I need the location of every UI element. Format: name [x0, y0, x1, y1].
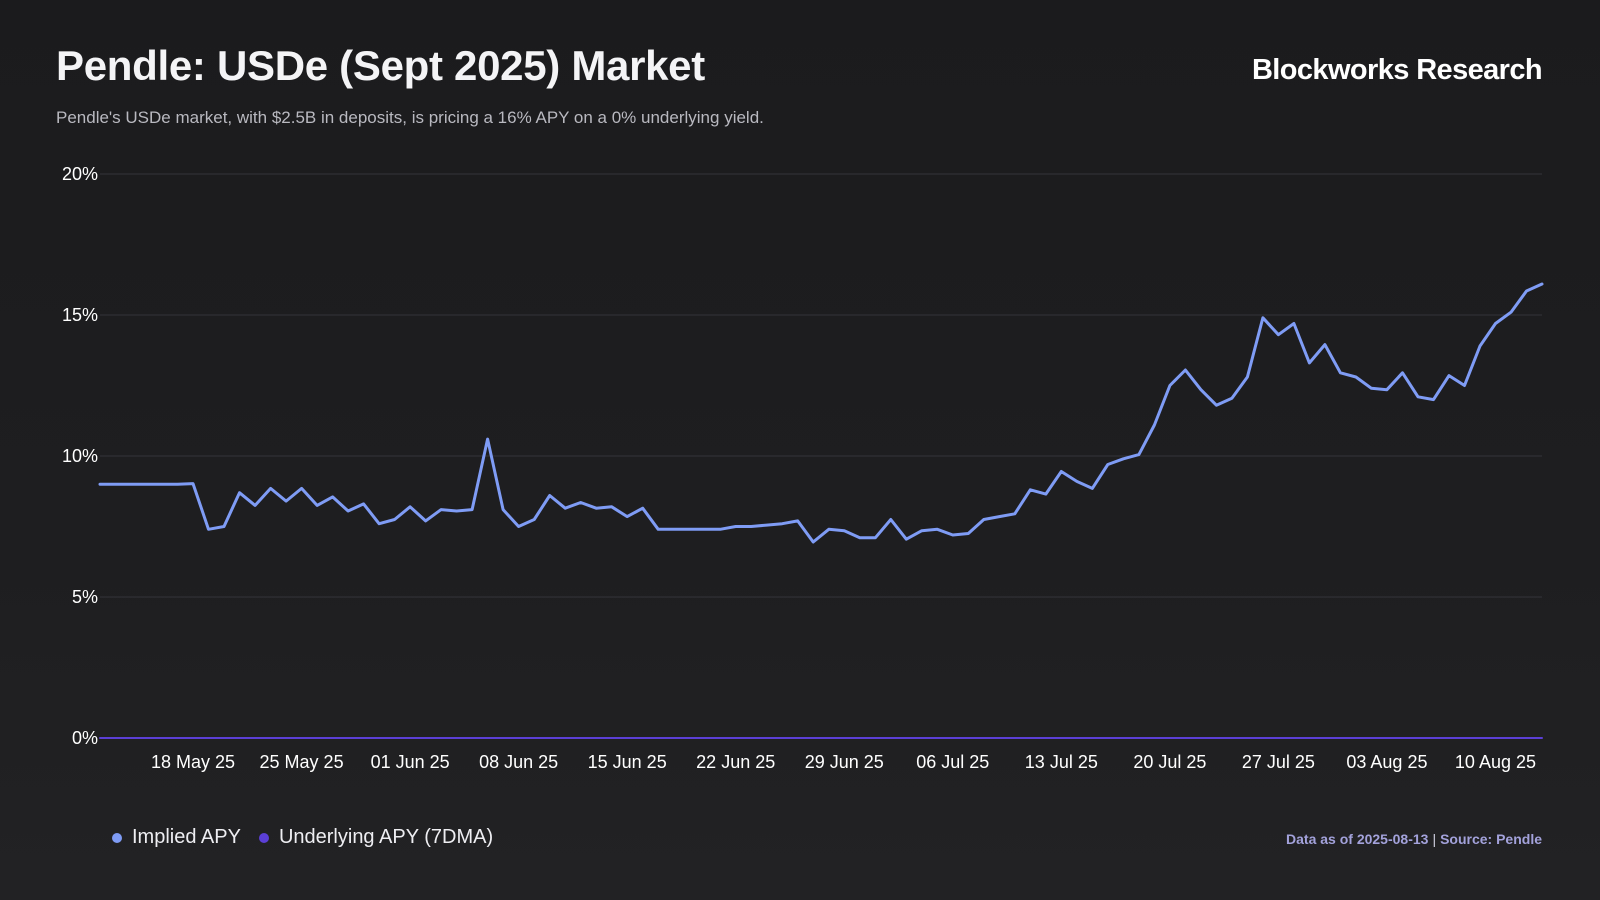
x-tick-label: 01 Jun 25 [371, 752, 450, 772]
legend-dot-icon [112, 832, 122, 843]
x-tick-label: 18 May 25 [151, 752, 235, 772]
legend-item-implied-apy[interactable]: Implied APY [112, 826, 241, 849]
y-tick-label: 20% [62, 164, 98, 184]
legend: Implied APY Underlying APY (7DMA) [112, 826, 511, 849]
series-line-implied-apy [98, 282, 1544, 544]
legend-dot-icon [258, 832, 269, 843]
legend-label: Implied APY [132, 826, 241, 848]
legend-label: Underlying APY (7DMA) [278, 826, 494, 848]
x-tick-label: 15 Jun 25 [588, 752, 667, 772]
chart-title: Pendle: USDe (Sept 2025) Market [56, 42, 705, 89]
source-note: Data as of 2025-08-13 | Source: Pendle [1286, 831, 1542, 847]
y-tick-label: 5% [72, 587, 98, 607]
x-tick-label: 13 Jul 25 [1025, 752, 1098, 772]
x-axis-ticks: 18 May 25 25 May 25 01 Jun 25 08 Jun 25 15 J… [151, 752, 1536, 772]
y-tick-label: 15% [62, 305, 98, 325]
x-tick-label: 25 May 25 [260, 752, 344, 772]
series-lines [98, 282, 1544, 739]
brand-logo: Blockworks Research [1251, 54, 1543, 86]
data-source: Source: Pendle [1440, 831, 1542, 847]
x-tick-label: 08 Jun 25 [479, 752, 558, 772]
x-tick-label: 03 Aug 25 [1346, 752, 1427, 772]
x-tick-label: 10 Aug 25 [1455, 752, 1536, 772]
legend-item-underlying-apy[interactable]: Underlying APY (7DMA) [258, 826, 494, 849]
y-tick-label: 0% [72, 728, 98, 748]
footer-separator: | [1432, 831, 1437, 847]
x-tick-label: 29 Jun 25 [805, 752, 884, 772]
chart-subtitle: Pendle's USDe market, with $2.5B in depo… [56, 108, 764, 127]
x-tick-label: 22 Jun 25 [696, 752, 775, 772]
x-tick-label: 06 Jul 25 [916, 752, 989, 772]
x-tick-label: 20 Jul 25 [1133, 752, 1206, 772]
y-tick-label: 10% [62, 446, 98, 466]
data-as-of: Data as of 2025-08-13 [1286, 831, 1429, 847]
x-tick-label: 27 Jul 25 [1242, 752, 1315, 772]
grid-lines [100, 173, 1542, 598]
y-axis-ticks: 0% 5% 10% 15% 20% [62, 164, 98, 748]
